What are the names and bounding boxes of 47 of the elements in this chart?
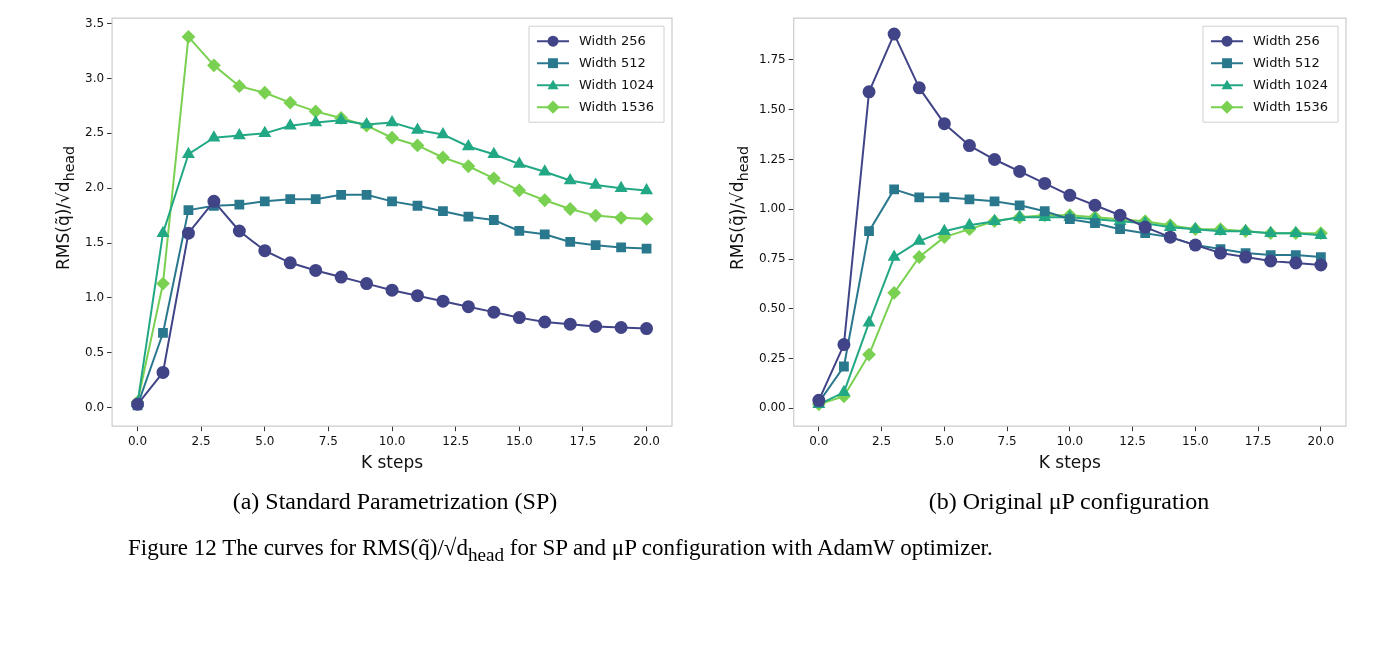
x-tick-label: 10.0: [378, 433, 406, 448]
x-tick-label: 0.0: [809, 433, 829, 448]
legend-label: Width 1024: [1253, 76, 1329, 92]
y-tick-label: 2.0: [84, 180, 105, 195]
text: (a) Standard Parametrization (SP): [231, 488, 559, 515]
y-tick-label: 2.5: [84, 125, 105, 140]
y-tick-label: 0.5: [84, 344, 105, 359]
y-tick-label: 0.00: [759, 400, 786, 415]
x-tick-label: 20.0: [1307, 433, 1335, 448]
y-tick-label: 1.50: [759, 101, 786, 116]
y-tick-label: 1.25: [759, 151, 786, 166]
y-tick-label: 0.50: [759, 300, 786, 315]
x-tick-label: 17.5: [1244, 433, 1272, 448]
y-tick-label: 3.0: [84, 70, 105, 85]
x-tick-label: 5.0: [255, 433, 275, 448]
text: (b) Original μP configuration: [927, 488, 1211, 515]
x-tick-label: 17.5: [569, 433, 597, 448]
y-tick-label: 3.5: [84, 15, 105, 30]
x-tick-label: 2.5: [191, 433, 211, 448]
y-tick-label: 1.00: [759, 201, 786, 216]
x-tick-label: 10.0: [1056, 433, 1084, 448]
x-tick-label: 7.5: [997, 433, 1017, 448]
legend-label: Width 512: [579, 54, 646, 70]
legend-label: Width 512: [1253, 54, 1320, 70]
x-tick-label: 15.0: [1182, 433, 1209, 448]
legend-label: Width 1024: [579, 76, 655, 92]
x-tick-label: 12.5: [442, 433, 470, 448]
caption: Figure 12 The curves for RMS(q̃)/√d$_{head}$ for SP and μP configuration with AdamW optimizer.: [127, 535, 994, 566]
x-tick-label: 15.0: [505, 433, 533, 448]
y-tick-label: 1.5: [84, 235, 105, 250]
legend-label: Width 1536: [579, 98, 655, 114]
legend-label: Width 1536: [1253, 98, 1329, 114]
y-tick-label: 1.75: [759, 52, 786, 67]
legend-label: Width 256: [579, 32, 646, 48]
x-axis-title: K steps: [1038, 452, 1102, 473]
y-tick-label: 1.0: [84, 290, 105, 304]
x-axis-title: K steps: [360, 452, 424, 473]
x-tick-label: 0.0: [127, 433, 148, 448]
y-tick-label: 0.0: [84, 399, 105, 414]
y-tick-label: 0.25: [759, 350, 786, 365]
x-tick-label: 12.5: [1119, 433, 1146, 448]
legend-label: Width 256: [1253, 32, 1320, 48]
x-tick-label: 5.0: [934, 433, 954, 448]
y-tick-label: 0.75: [759, 251, 786, 266]
x-tick-label: 20.0: [633, 433, 660, 448]
x-tick-label: 7.5: [318, 433, 338, 448]
x-tick-label: 2.5: [872, 433, 892, 448]
